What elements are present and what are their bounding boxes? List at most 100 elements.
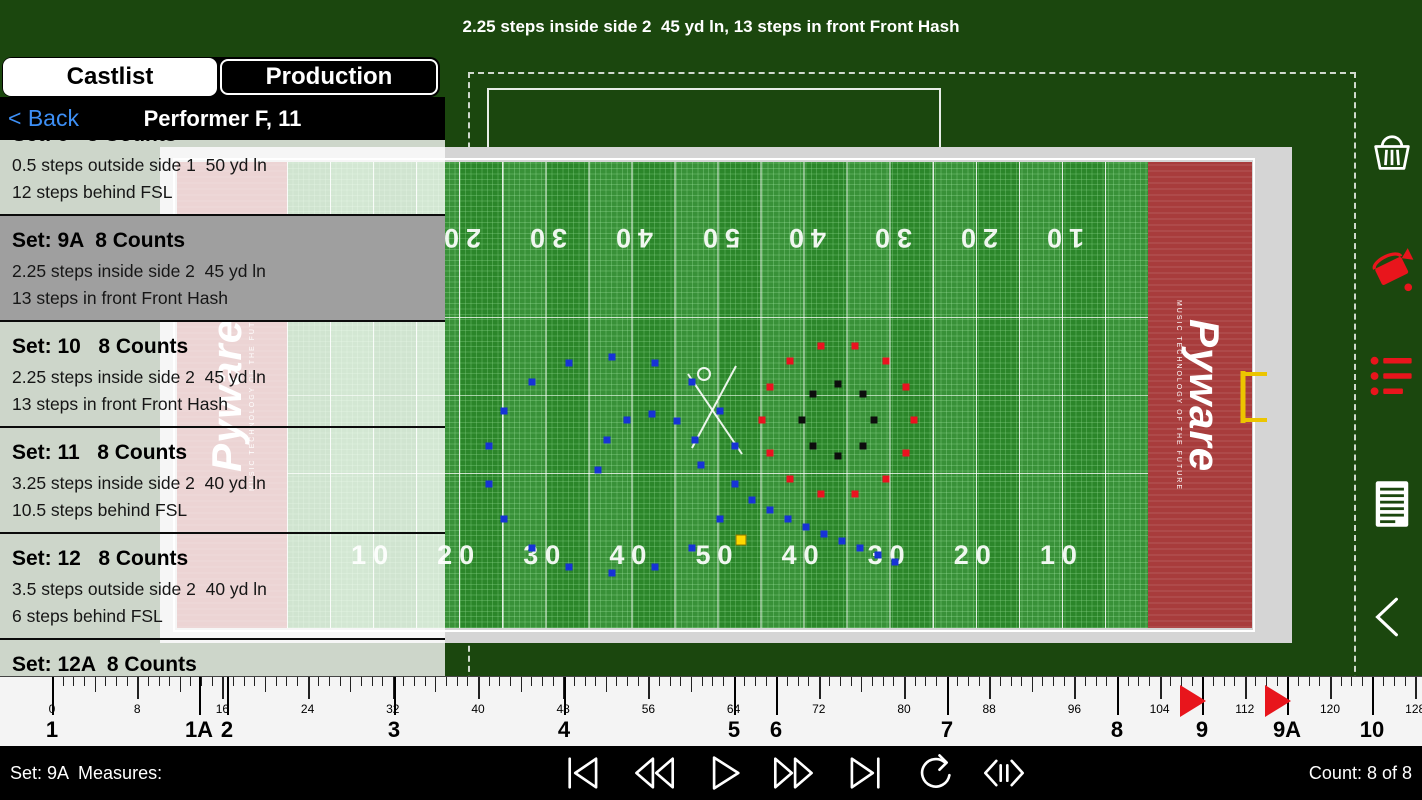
performer-dot-blue[interactable] <box>623 416 631 424</box>
set-list-item[interactable]: Set: 11 8 Counts 3.25 steps inside side 2… <box>0 428 445 534</box>
performer-dot-black[interactable] <box>809 442 817 450</box>
set-list[interactable]: Set: 9 8 Counts 0.5 steps outside side 1 … <box>0 140 445 676</box>
rewind-button[interactable] <box>632 753 676 793</box>
basket-icon[interactable] <box>1368 128 1416 180</box>
performer-dot-blue[interactable] <box>697 461 705 469</box>
performer-dot-black[interactable] <box>870 416 878 424</box>
set-marker[interactable]: 3 <box>387 717 401 742</box>
paint-bucket-icon[interactable] <box>1368 244 1416 296</box>
count-tick <box>94 677 96 692</box>
set-tick <box>52 677 54 715</box>
performer-dot-black[interactable] <box>834 380 842 388</box>
playhead-marker[interactable] <box>1180 685 1206 717</box>
performer-dot-black[interactable] <box>859 390 867 398</box>
set-marker[interactable]: 8 <box>1110 717 1124 742</box>
performer-dot-black[interactable] <box>859 442 867 450</box>
performer-dot-blue[interactable] <box>731 442 739 450</box>
performer-dot-red[interactable] <box>817 342 825 350</box>
set-marker[interactable]: 1 <box>45 717 59 742</box>
performer-dot-blue[interactable] <box>716 515 724 523</box>
set-marker[interactable]: 2 <box>220 717 234 742</box>
collapse-chevron-icon[interactable] <box>1368 594 1416 646</box>
performer-dot-red[interactable] <box>902 449 910 457</box>
performer-dot-blue[interactable] <box>648 410 656 418</box>
back-button[interactable]: < Back <box>8 105 79 131</box>
performer-dot-blue[interactable] <box>691 436 699 444</box>
document-icon[interactable] <box>1368 478 1416 530</box>
performer-dot-blue[interactable] <box>594 466 602 474</box>
set-list-item[interactable]: Set: 9A 8 Counts 2.25 steps inside side 2… <box>0 216 445 322</box>
set-marker[interactable]: 10 <box>1359 717 1385 742</box>
set-list-item[interactable]: Set: 10 8 Counts 2.25 steps inside side 2… <box>0 322 445 428</box>
performer-dot-blue[interactable] <box>731 480 739 488</box>
performer-dot-blue[interactable] <box>856 544 864 552</box>
back-field-boundary <box>487 88 941 150</box>
loop-button[interactable] <box>912 753 956 793</box>
count-tick <box>360 677 362 686</box>
performer-dot-red[interactable] <box>882 475 890 483</box>
performer-dot-red[interactable] <box>786 475 794 483</box>
performer-dot-red[interactable] <box>851 342 859 350</box>
set-marker[interactable]: 1A <box>184 717 214 742</box>
performer-dot-black[interactable] <box>809 390 817 398</box>
performer-dot-blue[interactable] <box>874 551 882 559</box>
performer-dot-red[interactable] <box>786 357 794 365</box>
skip-to-start-button[interactable] <box>562 753 606 793</box>
count-tick <box>509 677 511 686</box>
performer-dot-blue[interactable] <box>485 480 493 488</box>
performer-dot-blue[interactable] <box>688 544 696 552</box>
performer-dot-red[interactable] <box>766 383 774 391</box>
performer-dot-blue[interactable] <box>565 563 573 571</box>
tab-castlist[interactable]: Castlist <box>3 58 217 96</box>
set-marker[interactable]: 7 <box>940 717 954 742</box>
play-button[interactable] <box>702 753 746 793</box>
performer-dot-blue[interactable] <box>891 558 899 566</box>
performer-dot-blue[interactable] <box>528 544 536 552</box>
performer-dot-blue[interactable] <box>500 407 508 415</box>
playhead-marker[interactable] <box>1265 685 1291 717</box>
performer-dot-blue[interactable] <box>565 359 573 367</box>
performer-dot-red[interactable] <box>758 416 766 424</box>
performer-dot-red[interactable] <box>817 490 825 498</box>
performer-dot-red[interactable] <box>882 357 890 365</box>
performer-dot-blue[interactable] <box>716 407 724 415</box>
count-ruler[interactable]: 08162432404856647280889610411212012811A2… <box>0 676 1422 747</box>
performer-dot-blue[interactable] <box>688 378 696 386</box>
performer-dot-red[interactable] <box>902 383 910 391</box>
performer-dot-blue[interactable] <box>838 537 846 545</box>
set-list-item[interactable]: Set: 9 8 Counts 0.5 steps outside side 1 … <box>0 140 445 216</box>
performer-dot-blue[interactable] <box>528 378 536 386</box>
performer-dot-black[interactable] <box>798 416 806 424</box>
performer-dot-blue[interactable] <box>651 563 659 571</box>
performer-dot-black[interactable] <box>834 452 842 460</box>
performer-dot-blue[interactable] <box>766 506 774 514</box>
performer-dot-blue[interactable] <box>608 353 616 361</box>
performer-dot-blue[interactable] <box>748 496 756 504</box>
set-marker[interactable]: 5 <box>727 717 741 742</box>
ordered-list-icon[interactable] <box>1368 352 1416 404</box>
count-tick <box>179 677 181 692</box>
set-list-item[interactable]: Set: 12 8 Counts 3.5 steps outside side 2… <box>0 534 445 640</box>
performer-dot-blue[interactable] <box>784 515 792 523</box>
performer-dot-blue[interactable] <box>485 442 493 450</box>
performer-dot-blue[interactable] <box>608 569 616 577</box>
performer-dot-blue[interactable] <box>500 515 508 523</box>
performer-dot-red[interactable] <box>766 449 774 457</box>
skip-to-end-button[interactable] <box>842 753 886 793</box>
set-marker[interactable]: 4 <box>557 717 571 742</box>
set-marker[interactable]: 9A <box>1272 717 1302 742</box>
performer-dot-blue[interactable] <box>820 530 828 538</box>
fast-forward-button[interactable] <box>772 753 816 793</box>
performer-dot-blue[interactable] <box>651 359 659 367</box>
performer-dot-blue[interactable] <box>603 436 611 444</box>
tab-production[interactable]: Production <box>220 59 438 95</box>
set-list-item[interactable]: Set: 12A 8 Counts <box>0 640 445 676</box>
performer-dot-blue[interactable] <box>802 523 810 531</box>
performer-dot-selected[interactable] <box>735 534 747 546</box>
set-marker[interactable]: 9 <box>1195 717 1209 742</box>
performer-dot-red[interactable] <box>851 490 859 498</box>
set-marker[interactable]: 6 <box>769 717 783 742</box>
expand-horizontal-button[interactable] <box>982 753 1026 793</box>
performer-dot-red[interactable] <box>910 416 918 424</box>
performer-dot-blue[interactable] <box>673 417 681 425</box>
